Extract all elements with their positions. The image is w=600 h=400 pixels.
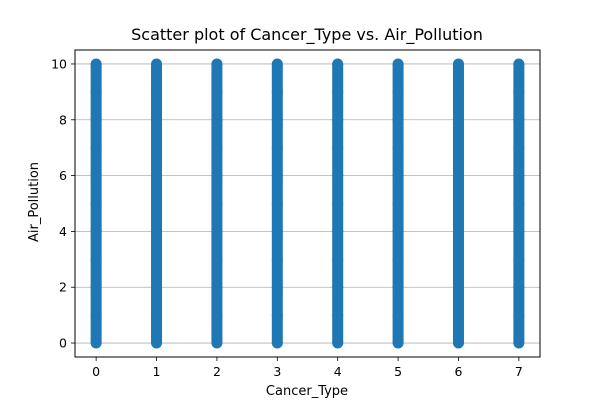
y-tick-label-1: 2 [59,280,67,295]
plot-frame [74,49,541,358]
x-tick-label-0: 0 [92,364,100,379]
scatter-column-5 [392,63,404,344]
plot-area [75,50,540,357]
x-tick-label-1: 1 [153,364,161,379]
y-axis-label: Air_Pollution [27,162,42,242]
x-axis-label: Cancer_Type [266,384,348,399]
scatter-column-2 [211,63,223,344]
scatter-column-0 [90,63,102,344]
y-tick-label-4: 8 [59,112,67,127]
y-tick-label-0: 0 [59,336,67,351]
y-tick-label-2: 4 [59,224,67,239]
scatter-column-7 [513,63,525,344]
scatter-column-4 [332,63,344,344]
chart-title: Scatter plot of Cancer_Type vs. Air_Poll… [131,25,483,45]
x-axis-ticks: 0 1 2 3 4 5 6 7 [92,357,523,379]
scatter-column-6 [452,63,464,344]
x-tick-label-3: 3 [273,364,281,379]
y-tick-label-5: 10 [51,56,67,71]
x-tick-label-2: 2 [213,364,221,379]
x-tick-label-5: 5 [394,364,402,379]
x-tick-label-6: 6 [454,364,462,379]
x-tick-label-7: 7 [515,364,523,379]
points-layer [90,58,525,349]
scatter-column-3 [271,63,283,344]
y-tick-label-3: 6 [59,168,67,183]
x-tick-label-4: 4 [334,364,342,379]
scatter-column-1 [151,63,163,344]
y-axis-ticks: 0 2 4 6 8 10 [51,56,75,351]
